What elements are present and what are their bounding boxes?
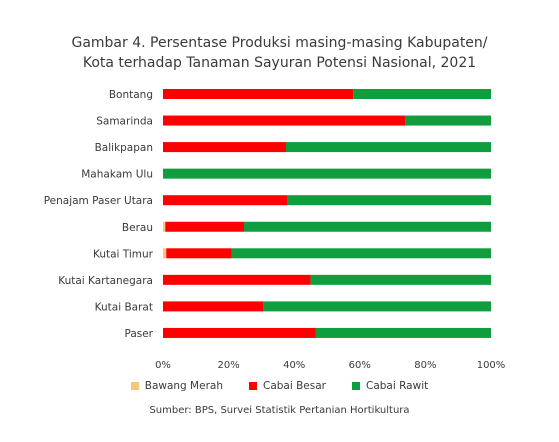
category-label-kutai-kartanegara: Kutai Kartanegara bbox=[58, 275, 153, 287]
bar-bontang-cabai-rawit bbox=[353, 89, 491, 99]
legend-item-bawang-merah: Bawang Merah bbox=[130, 380, 223, 392]
bar-mahakam-ulu-cabai-rawit bbox=[163, 168, 491, 179]
bar-penajam-paser-utara-cabai-rawit bbox=[287, 195, 491, 206]
bar-kutai-barat-cabai-besar bbox=[163, 301, 264, 312]
legend-label-cabai-rawit: Cabai Rawit bbox=[366, 380, 429, 392]
category-label-kutai-barat: Kutai Barat bbox=[95, 301, 153, 313]
legend: Bawang Merah Cabai Besar Cabai Rawit bbox=[0, 380, 559, 392]
legend-label-bawang-merah: Bawang Merah bbox=[144, 380, 223, 392]
x-tick-label: 20% bbox=[217, 360, 239, 371]
category-label-bontang: Bontang bbox=[109, 89, 153, 101]
legend-swatch-bawang-merah bbox=[130, 382, 139, 390]
category-label-mahakam-ulu: Mahakam Ulu bbox=[81, 169, 153, 181]
bar-berau-cabai-rawit bbox=[244, 221, 491, 232]
bar-balikpapan-cabai-rawit bbox=[286, 142, 491, 153]
bar-paser-cabai-besar bbox=[163, 327, 316, 338]
chart-title: Gambar 4. Persentase Produksi masing-mas… bbox=[0, 33, 559, 73]
x-tick-label: 60% bbox=[349, 360, 371, 371]
bar-berau-cabai-besar bbox=[165, 221, 245, 232]
chart-title-line-2: Kota terhadap Tanaman Sayuran Potensi Na… bbox=[82, 55, 477, 71]
bar-kutai-timur-cabai-besar bbox=[166, 248, 232, 259]
bar-balikpapan-cabai-besar bbox=[163, 142, 286, 153]
bar-samarinda-cabai-rawit bbox=[405, 115, 491, 126]
x-tick-label: 0% bbox=[155, 360, 171, 371]
legend-item-cabai-rawit: Cabai Rawit bbox=[352, 380, 428, 392]
category-label-samarinda: Samarinda bbox=[96, 116, 153, 128]
source-note: Sumber: BPS, Survei Statistik Pertanian … bbox=[149, 405, 410, 416]
category-label-paser: Paser bbox=[124, 328, 153, 340]
bar-kutai-kartanegara-cabai-besar bbox=[163, 274, 311, 285]
x-tick-label: 100% bbox=[477, 360, 506, 371]
category-label-kutai-timur: Kutai Timur bbox=[93, 248, 154, 260]
category-label-balikpapan: Balikpapan bbox=[95, 142, 153, 154]
bar-kutai-kartanegara-cabai-rawit bbox=[310, 274, 491, 285]
bar-berau-bawang-merah bbox=[163, 221, 166, 232]
legend-swatch-cabai-rawit bbox=[352, 382, 360, 390]
bar-penajam-paser-utara-cabai-besar bbox=[163, 195, 288, 206]
category-label-penajam-paser-utara: Penajam Paser Utara bbox=[44, 195, 153, 207]
legend-item-cabai-besar: Cabai Besar bbox=[248, 380, 326, 392]
legend-label-cabai-besar: Cabai Besar bbox=[262, 380, 326, 392]
bar-paser-cabai-rawit bbox=[315, 327, 491, 338]
category-label-berau: Berau bbox=[122, 222, 153, 234]
x-tick-label: 40% bbox=[283, 360, 305, 371]
bar-samarinda-cabai-besar bbox=[163, 115, 406, 126]
bar-kutai-timur-cabai-rawit bbox=[231, 248, 491, 259]
bar-kutai-timur-bawang-merah bbox=[163, 248, 167, 259]
bar-bontang-cabai-besar bbox=[163, 89, 354, 99]
bar-kutai-barat-cabai-rawit bbox=[263, 301, 491, 312]
x-tick-label: 80% bbox=[414, 360, 436, 371]
chart-title-line-1: Gambar 4. Persentase Produksi masing-mas… bbox=[71, 35, 488, 51]
legend-swatch-cabai-besar bbox=[248, 382, 257, 390]
